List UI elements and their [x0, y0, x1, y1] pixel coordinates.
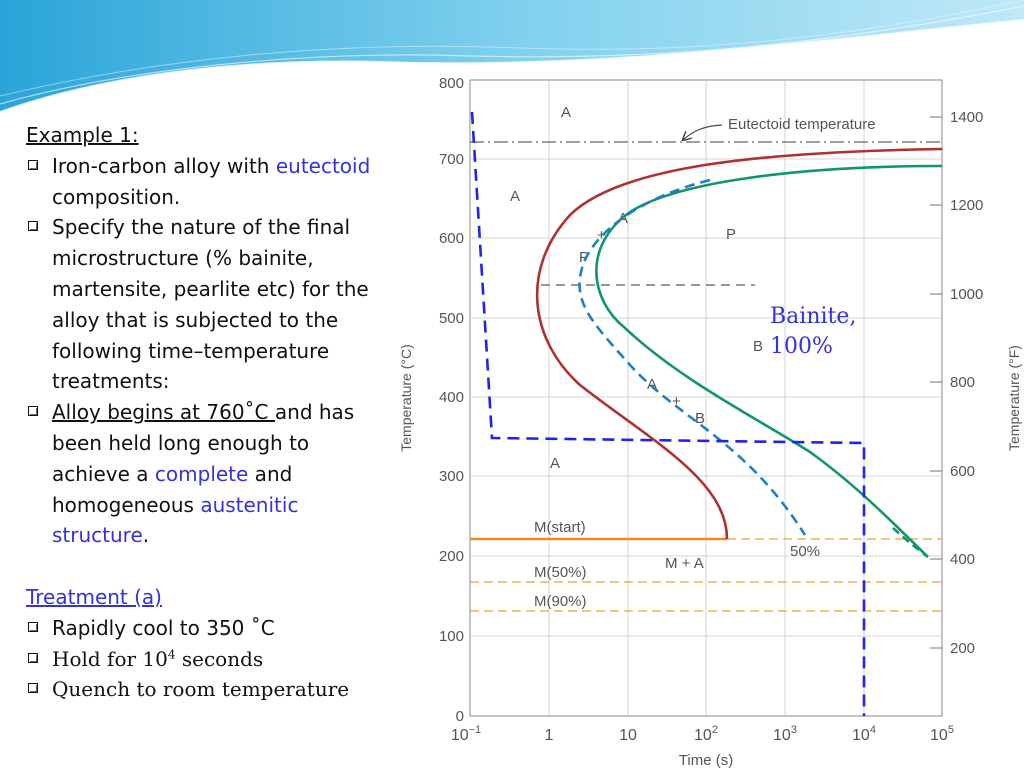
checkbox-bullet-icon — [28, 406, 38, 417]
y2-axis-title: Temperature (°F) — [1006, 345, 1022, 451]
fifty-percent-label: 50% — [790, 543, 820, 560]
checkbox-bullet-icon — [28, 221, 38, 232]
step-hold: Hold for 104 seconds — [26, 644, 398, 675]
bullet-composition: Iron-carbon alloy with eutectoid — [26, 151, 398, 182]
bullet-specify-cont: following time–temperature — [52, 338, 330, 363]
treatment-title: Treatment (a) — [26, 584, 162, 609]
bullet-alloy-begins: Alloy begins at 760˚C and has — [26, 397, 398, 428]
y-tick-label: 500 — [439, 310, 464, 327]
region-label: A — [510, 188, 520, 205]
checkbox-bullet-icon — [28, 159, 38, 170]
region-label: A — [550, 455, 560, 472]
y-tick-label: 600 — [439, 230, 464, 247]
x-tick-label: 102 — [694, 724, 718, 744]
y2-tick-label: 1000 — [950, 286, 983, 303]
region-label: B — [753, 338, 763, 355]
x-tick-label: 10−1 — [451, 724, 481, 744]
region-label: + — [672, 393, 681, 410]
example-heading: Example 1: — [26, 123, 139, 147]
header-banner — [0, 0, 1024, 113]
text-panel: Example 1: Iron-carbon alloy with eutect… — [26, 120, 398, 705]
step-quench: Quench to room temperature — [26, 674, 398, 705]
bainite-annotation-line: 100% — [770, 334, 833, 359]
m50-label: M(50%) — [534, 564, 587, 581]
checkbox-bullet-icon — [28, 652, 38, 663]
bullet-specify: Specify the nature of the final — [26, 212, 398, 243]
y-tick-label: 300 — [439, 468, 464, 485]
x-tick-label: 1 — [545, 727, 554, 744]
right-axis-ticks — [930, 116, 942, 649]
bainite-annotation: Bainite, 100% — [770, 302, 880, 362]
y-tick-label: 400 — [439, 389, 464, 406]
x-tick-label: 104 — [852, 724, 876, 744]
y2-tick-label: 200 — [950, 640, 975, 657]
y-axis-title: Temperature (°C) — [398, 344, 414, 452]
bullet-specify-cont: treatments: — [52, 369, 170, 394]
y-tick-label: 200 — [439, 548, 464, 565]
y-tick-label: 100 — [439, 628, 464, 645]
end-curve — [595, 164, 943, 558]
start-curve — [535, 147, 943, 540]
y-tick-label: 800 — [439, 75, 464, 92]
y2-tick-label: 600 — [950, 463, 975, 480]
x-tick-label: 10 — [619, 727, 637, 744]
y2-tick-label: 1400 — [950, 109, 983, 126]
y-tick-label: 0 — [456, 708, 464, 725]
grid-lines — [470, 80, 942, 716]
step-rapidly-cool: Rapidly cool to 350 ˚C — [26, 613, 398, 644]
y2-tick-label: 800 — [950, 374, 975, 391]
checkbox-bullet-icon — [28, 683, 38, 694]
bullet-alloy-cont: structure. — [52, 523, 150, 548]
eutectoid-label: Eutectoid temperature — [728, 116, 876, 133]
eutectoid-arrow — [683, 124, 723, 140]
y-tick-label: 700 — [439, 151, 464, 168]
bullet-specify-cont: alloy that is subjected to the — [52, 307, 339, 332]
bainite-annotation-line: Bainite, — [770, 304, 857, 329]
m-start-label: M(start) — [534, 519, 586, 536]
bullet-composition-cont: composition. — [52, 184, 181, 209]
ttt-diagram: 0 100 200 300 400 500 600 700 800 200 40… — [398, 75, 1022, 768]
bullet-alloy-cont: homogeneous austenitic — [52, 492, 299, 517]
x-axis-title: Time (s) — [679, 752, 733, 768]
cooling-path — [470, 111, 866, 716]
region-label: P — [579, 249, 589, 266]
m90-label: M(90%) — [534, 593, 587, 610]
x-tick-label: 103 — [773, 724, 797, 744]
region-label: M + A — [665, 555, 704, 572]
x-tick-label: 105 — [930, 724, 954, 744]
checkbox-bullet-icon — [28, 621, 38, 632]
bullet-specify-cont: martensite, pearlite etc) for the — [52, 276, 369, 301]
end-curve-dashed-tail — [892, 527, 929, 559]
y2-tick-label: 1200 — [950, 197, 983, 214]
region-label: A — [561, 104, 571, 121]
spacer — [26, 551, 398, 582]
region-label: P — [726, 226, 736, 243]
bullet-specify-cont: microstructure (% bainite, — [52, 246, 314, 271]
y2-tick-label: 400 — [950, 551, 975, 568]
bullet-alloy-cont: achieve a complete and — [52, 461, 293, 486]
region-label: B — [695, 410, 705, 427]
region-label: A — [647, 376, 657, 393]
bullet-alloy-cont: been held long enough to — [52, 430, 310, 455]
fifty-percent-curve — [578, 178, 807, 536]
region-label: + — [597, 227, 606, 244]
